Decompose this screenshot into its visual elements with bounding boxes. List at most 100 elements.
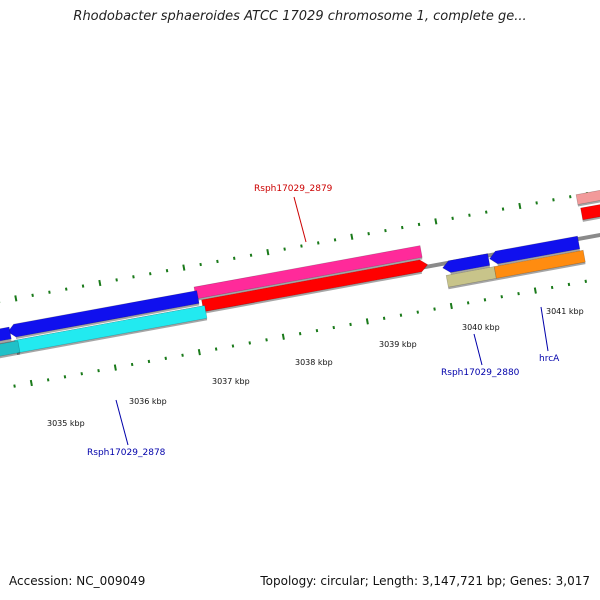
tick-mark-bottom: [281, 333, 285, 340]
tick-mark-top: [568, 195, 572, 199]
tick-mark-top: [165, 269, 169, 273]
tick-mark-bottom: [29, 379, 33, 387]
tick-mark-top: [501, 207, 505, 211]
gene-label-g2878[interactable]: Rsph17029_2878: [87, 448, 166, 458]
gene-bar-orange-shadow: [496, 262, 586, 281]
gene-bar-blue-hrca-shadow: [497, 248, 580, 266]
gene-bar-red-right[interactable]: [580, 202, 600, 221]
tick-mark-top: [333, 238, 337, 242]
kbp-label: 3040 kbp: [462, 323, 500, 332]
tick-mark-bottom: [13, 384, 16, 388]
gene-bar-salmon-shadow: [577, 200, 600, 207]
tick-mark-top: [81, 284, 85, 288]
tick-mark-bottom: [382, 316, 386, 320]
gene-bar-blue-2880[interactable]: [442, 253, 491, 273]
tick-mark-bottom: [567, 282, 571, 287]
tick-mark-bottom: [63, 375, 67, 379]
tick-mark-top: [266, 249, 270, 256]
tick-mark-bottom: [315, 328, 319, 333]
tick-mark-top: [300, 244, 303, 248]
tick-mark-top: [484, 210, 488, 214]
kbp-label: 3036 kbp: [129, 397, 167, 406]
tick-mark-bottom: [248, 341, 252, 345]
gene-bar-blue-shadow: [15, 303, 200, 339]
kbp-label: 3038 kbp: [295, 358, 333, 367]
tick-mark-bottom: [416, 310, 420, 314]
tick-mark-top: [518, 202, 522, 210]
tick-mark-bottom: [349, 322, 352, 327]
tick-mark-top: [552, 198, 555, 202]
tick-mark-top: [64, 287, 68, 291]
tick-mark-top: [249, 253, 253, 257]
tick-mark-top: [400, 225, 404, 230]
tick-mark-top: [14, 295, 18, 302]
tick-mark-bottom: [399, 313, 403, 317]
tick-mark-bottom: [500, 295, 504, 299]
accession-text: Accession: NC_009049: [9, 574, 146, 588]
tick-mark-bottom: [46, 378, 50, 382]
tick-mark-bottom: [97, 368, 100, 373]
gene-bar-cyan-shadow: [16, 318, 208, 356]
tick-mark-bottom: [214, 347, 218, 351]
tick-mark-bottom: [550, 285, 554, 290]
tick-mark-top: [199, 262, 202, 267]
tick-mark-bottom: [197, 349, 201, 356]
gene-bar-orange[interactable]: [493, 249, 586, 279]
tick-mark-top: [115, 278, 118, 282]
tick-mark-top: [417, 222, 421, 227]
tick-mark-bottom: [483, 298, 487, 302]
gene-bar-blue-2880-shadow: [450, 265, 490, 275]
map-title: Rhodobacter sphaeroides ATCC 17029 chrom…: [73, 9, 527, 24]
tick-mark-top: [48, 290, 51, 294]
tick-mark-top: [535, 201, 538, 205]
tick-mark-top: [148, 272, 152, 276]
gene-label-g2880[interactable]: Rsph17029_2880: [441, 368, 520, 378]
tick-mark-bottom: [517, 291, 520, 296]
tick-mark-top: [434, 218, 438, 225]
gene-bar-olive-shadow: [448, 278, 497, 290]
tick-mark-top: [384, 228, 387, 233]
tick-mark-top: [31, 293, 34, 297]
tick-mark-top: [232, 256, 236, 260]
tick-mark-bottom: [433, 307, 436, 311]
tick-mark-bottom: [533, 287, 537, 294]
gene-bar-pink-shadow: [196, 257, 423, 301]
leader-line: [540, 306, 549, 352]
tick-mark-bottom: [466, 301, 470, 305]
tick-mark-bottom: [147, 359, 151, 364]
tick-mark-top: [132, 275, 135, 279]
tick-mark-top: [182, 264, 186, 271]
kbp-label: 3037 kbp: [212, 377, 250, 386]
tick-mark-bottom: [584, 279, 588, 283]
gene-bar-teal-left-shadow: [0, 352, 21, 359]
tick-mark-top: [316, 241, 320, 245]
tick-mark-top: [468, 213, 471, 217]
tick-mark-bottom: [231, 344, 235, 348]
tick-mark-top: [216, 259, 219, 264]
tick-mark-bottom: [164, 356, 168, 360]
gene-bar-red-shadow: [203, 271, 423, 314]
tick-mark-top: [98, 279, 102, 287]
gene-bar-blue-hrca[interactable]: [489, 235, 581, 265]
leader-line: [473, 333, 483, 366]
tick-mark-bottom: [130, 362, 134, 367]
kbp-label: 3035 kbp: [47, 419, 85, 428]
tick-mark-top: [367, 232, 370, 236]
tick-mark-bottom: [113, 364, 117, 371]
kbp-label: 3041 kbp: [546, 307, 584, 316]
tick-mark-bottom: [365, 318, 369, 325]
gene-label-hrcA[interactable]: hrcA: [539, 354, 560, 364]
gene-bar-teal-left[interactable]: [0, 340, 21, 358]
gene-bar-salmon[interactable]: [575, 188, 600, 205]
tick-mark-top: [350, 233, 354, 240]
tick-mark-bottom: [80, 372, 84, 376]
tick-mark-top: [283, 247, 286, 251]
tick-mark-bottom: [181, 353, 184, 357]
tick-mark-top: [451, 216, 454, 220]
genome-stats-text: Topology: circular; Length: 3,147,721 bp…: [260, 574, 590, 588]
gene-bar-blue-left[interactable]: [0, 326, 12, 343]
leader-line: [115, 399, 129, 446]
gene-label-g2879[interactable]: Rsph17029_2879: [254, 184, 333, 194]
tick-mark-bottom: [298, 332, 302, 336]
